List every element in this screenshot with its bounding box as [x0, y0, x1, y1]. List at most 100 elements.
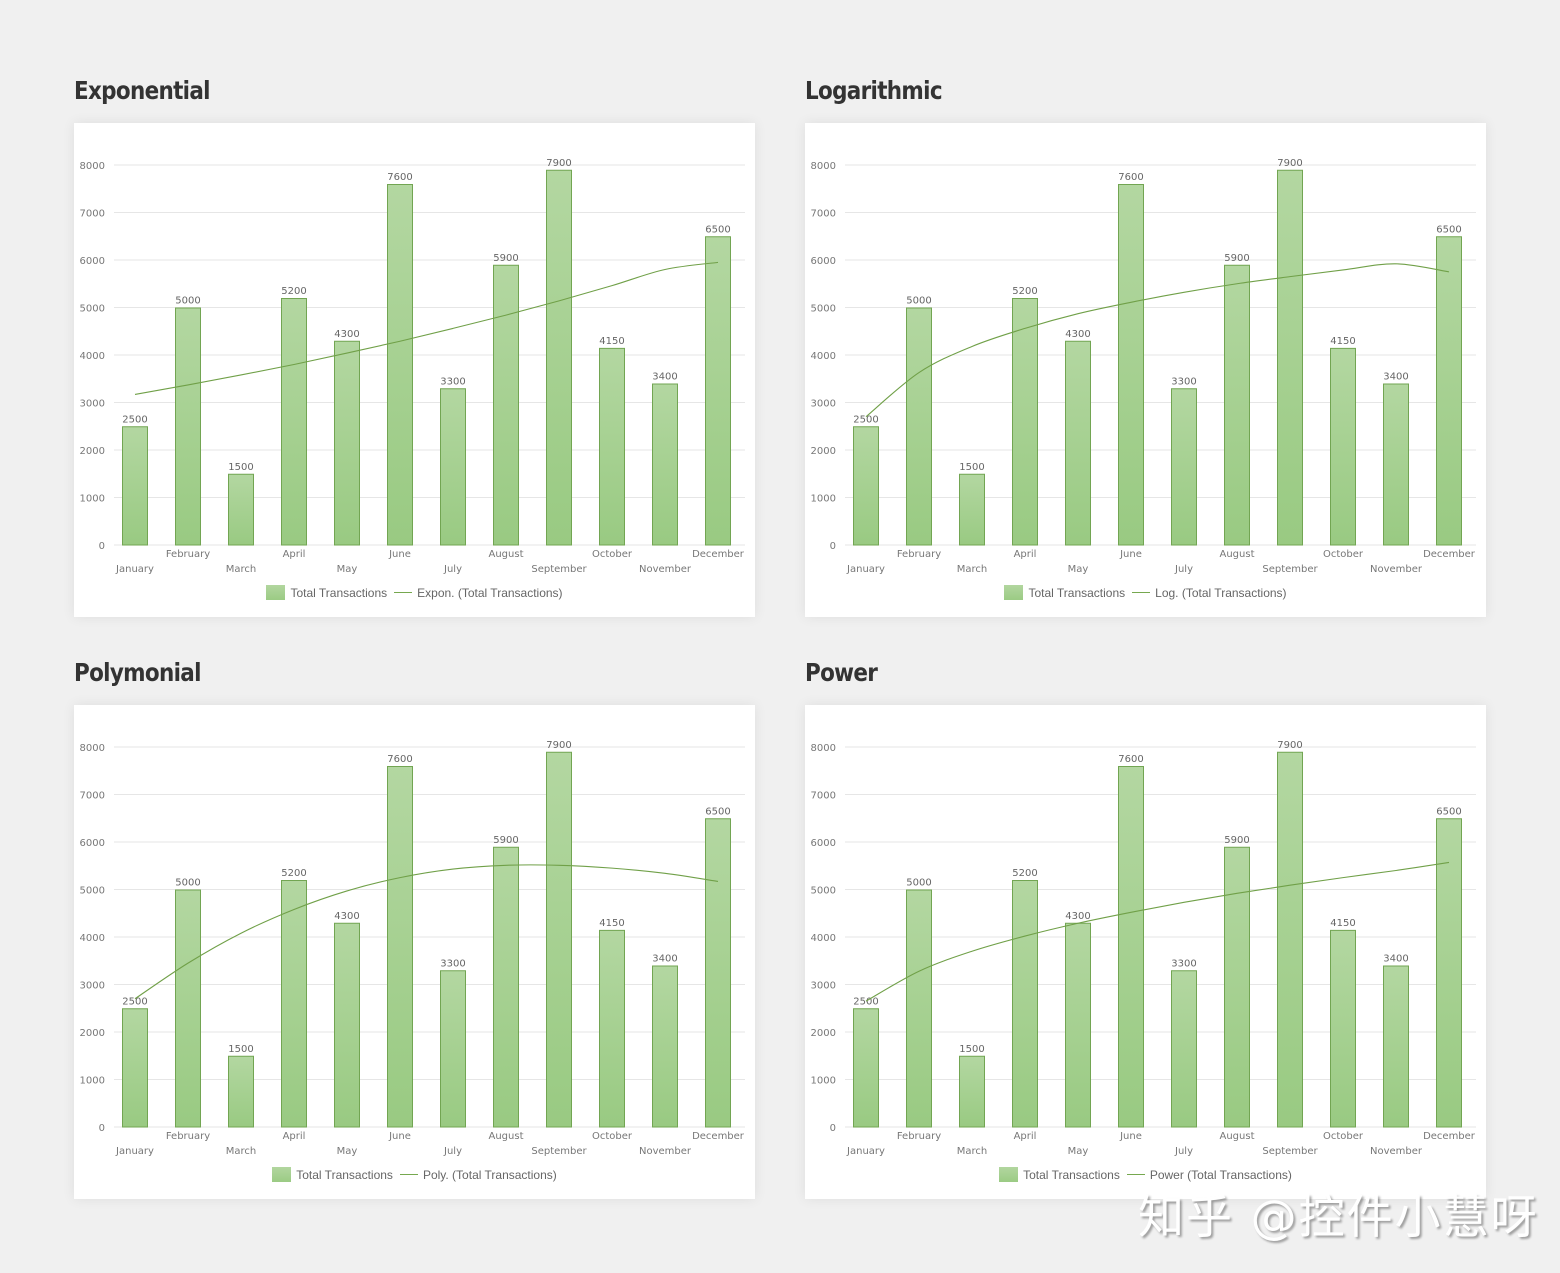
legend-trend-label: Poly. (Total Transactions) — [422, 1167, 557, 1182]
data-label: 3300 — [440, 958, 465, 969]
trend-line — [865, 263, 1450, 418]
data-label: 4300 — [334, 329, 359, 340]
bar[interactable] — [652, 383, 678, 546]
bar[interactable] — [334, 340, 360, 546]
bar[interactable] — [1118, 184, 1144, 546]
bar[interactable] — [1330, 929, 1356, 1128]
x-tick-label: April — [1014, 1131, 1037, 1142]
x-tick-label: June — [388, 1131, 411, 1142]
y-tick-label: 8000 — [80, 743, 105, 754]
bar[interactable] — [1383, 383, 1409, 546]
chart-card-exponential: 0 1000 2000 3000 4000 5000 6000 7000 8000 2500 Jan… — [74, 123, 755, 617]
bar[interactable] — [440, 970, 466, 1128]
y-tick-label: 8000 — [811, 161, 836, 172]
x-tick-label: December — [1423, 1131, 1476, 1142]
bar[interactable] — [122, 426, 148, 546]
bar[interactable] — [1012, 298, 1038, 546]
y-tick-label: 8000 — [811, 743, 836, 754]
data-label: 7600 — [1118, 172, 1143, 183]
bar[interactable] — [853, 426, 879, 546]
bar[interactable] — [387, 766, 413, 1128]
bar[interactable] — [334, 922, 360, 1128]
bar[interactable] — [493, 846, 519, 1128]
bar[interactable] — [281, 880, 307, 1128]
data-label: 5000 — [175, 878, 200, 889]
x-tick-label: May — [337, 1146, 358, 1157]
chart-plot: 0 1000 2000 3000 4000 5000 6000 7000 8000 2500 Jan… — [811, 740, 1476, 1157]
legend-bar-swatch-icon — [1004, 585, 1024, 600]
bar[interactable] — [1277, 751, 1303, 1128]
bar[interactable] — [1065, 922, 1091, 1128]
bar[interactable] — [853, 1008, 879, 1128]
y-tick-label: 2000 — [811, 1028, 836, 1039]
bar[interactable] — [1224, 846, 1250, 1128]
x-tick-label: November — [639, 1146, 692, 1157]
bar[interactable] — [546, 169, 572, 546]
bar[interactable] — [1277, 169, 1303, 546]
bar[interactable] — [906, 307, 932, 546]
bar[interactable] — [652, 965, 678, 1128]
bar[interactable] — [175, 307, 201, 546]
bar[interactable] — [440, 388, 466, 546]
data-label: 1500 — [228, 462, 253, 473]
y-tick-label: 2000 — [80, 446, 105, 457]
x-tick-label: July — [1174, 564, 1193, 575]
y-tick-label: 5000 — [80, 304, 105, 315]
bar[interactable] — [281, 298, 307, 546]
x-tick-label: June — [1119, 549, 1142, 560]
bar[interactable] — [705, 236, 731, 546]
data-label: 3300 — [1171, 958, 1196, 969]
bar[interactable] — [1171, 388, 1197, 546]
bar[interactable] — [228, 1055, 254, 1128]
x-tick-label: July — [443, 1146, 462, 1157]
data-label: 7900 — [546, 158, 571, 169]
x-tick-label: December — [692, 1131, 745, 1142]
x-tick-label: August — [1220, 549, 1255, 560]
chart-legend: Total Transactions Power (Total Transact… — [805, 1167, 1486, 1182]
bar[interactable] — [493, 264, 519, 546]
bar[interactable] — [959, 473, 985, 546]
bar[interactable] — [599, 929, 625, 1128]
bar[interactable] — [959, 1055, 985, 1128]
x-tick-label: January — [115, 1146, 154, 1157]
chart-card-logarithmic: 0 1000 2000 3000 4000 5000 6000 7000 8000 2500 Jan… — [805, 123, 1486, 617]
bar[interactable] — [1436, 818, 1462, 1128]
bar[interactable] — [387, 184, 413, 546]
legend-series-label: Total Transactions — [1023, 1167, 1120, 1182]
x-tick-label: August — [489, 1131, 524, 1142]
bar[interactable] — [1436, 236, 1462, 546]
data-label: 5900 — [493, 253, 518, 264]
data-label: 6500 — [1436, 224, 1461, 235]
bar[interactable] — [1012, 880, 1038, 1128]
bar[interactable] — [1171, 970, 1197, 1128]
bar[interactable] — [599, 347, 625, 546]
bar[interactable] — [705, 818, 731, 1128]
x-tick-label: December — [692, 549, 745, 560]
data-label: 4150 — [1330, 918, 1355, 929]
data-label: 5000 — [906, 296, 931, 307]
data-label: 7900 — [546, 740, 571, 751]
bar[interactable] — [1065, 340, 1091, 546]
bar[interactable] — [1224, 264, 1250, 546]
data-label: 5200 — [281, 868, 306, 879]
x-tick-label: July — [1174, 1146, 1193, 1157]
legend-trend-line-icon — [394, 592, 413, 593]
bar[interactable] — [122, 1008, 148, 1128]
data-label: 4300 — [334, 911, 359, 922]
bar[interactable] — [228, 473, 254, 546]
bar[interactable] — [546, 751, 572, 1128]
x-tick-label: March — [226, 1146, 256, 1157]
data-label: 5200 — [1012, 286, 1037, 297]
bar[interactable] — [1330, 347, 1356, 546]
data-label: 4300 — [1065, 911, 1090, 922]
chart-plot: 0 1000 2000 3000 4000 5000 6000 7000 8000 2500 Jan… — [80, 740, 745, 1157]
y-tick-label: 0 — [830, 1123, 836, 1134]
y-tick-label: 3000 — [811, 981, 836, 992]
chart-card-polynomial: 0 1000 2000 3000 4000 5000 6000 7000 8000 2500 Jan… — [74, 705, 755, 1199]
bar[interactable] — [906, 889, 932, 1128]
data-label: 3300 — [1171, 376, 1196, 387]
bar[interactable] — [175, 889, 201, 1128]
bar[interactable] — [1118, 766, 1144, 1128]
bar[interactable] — [1383, 965, 1409, 1128]
data-label: 6500 — [705, 806, 730, 817]
